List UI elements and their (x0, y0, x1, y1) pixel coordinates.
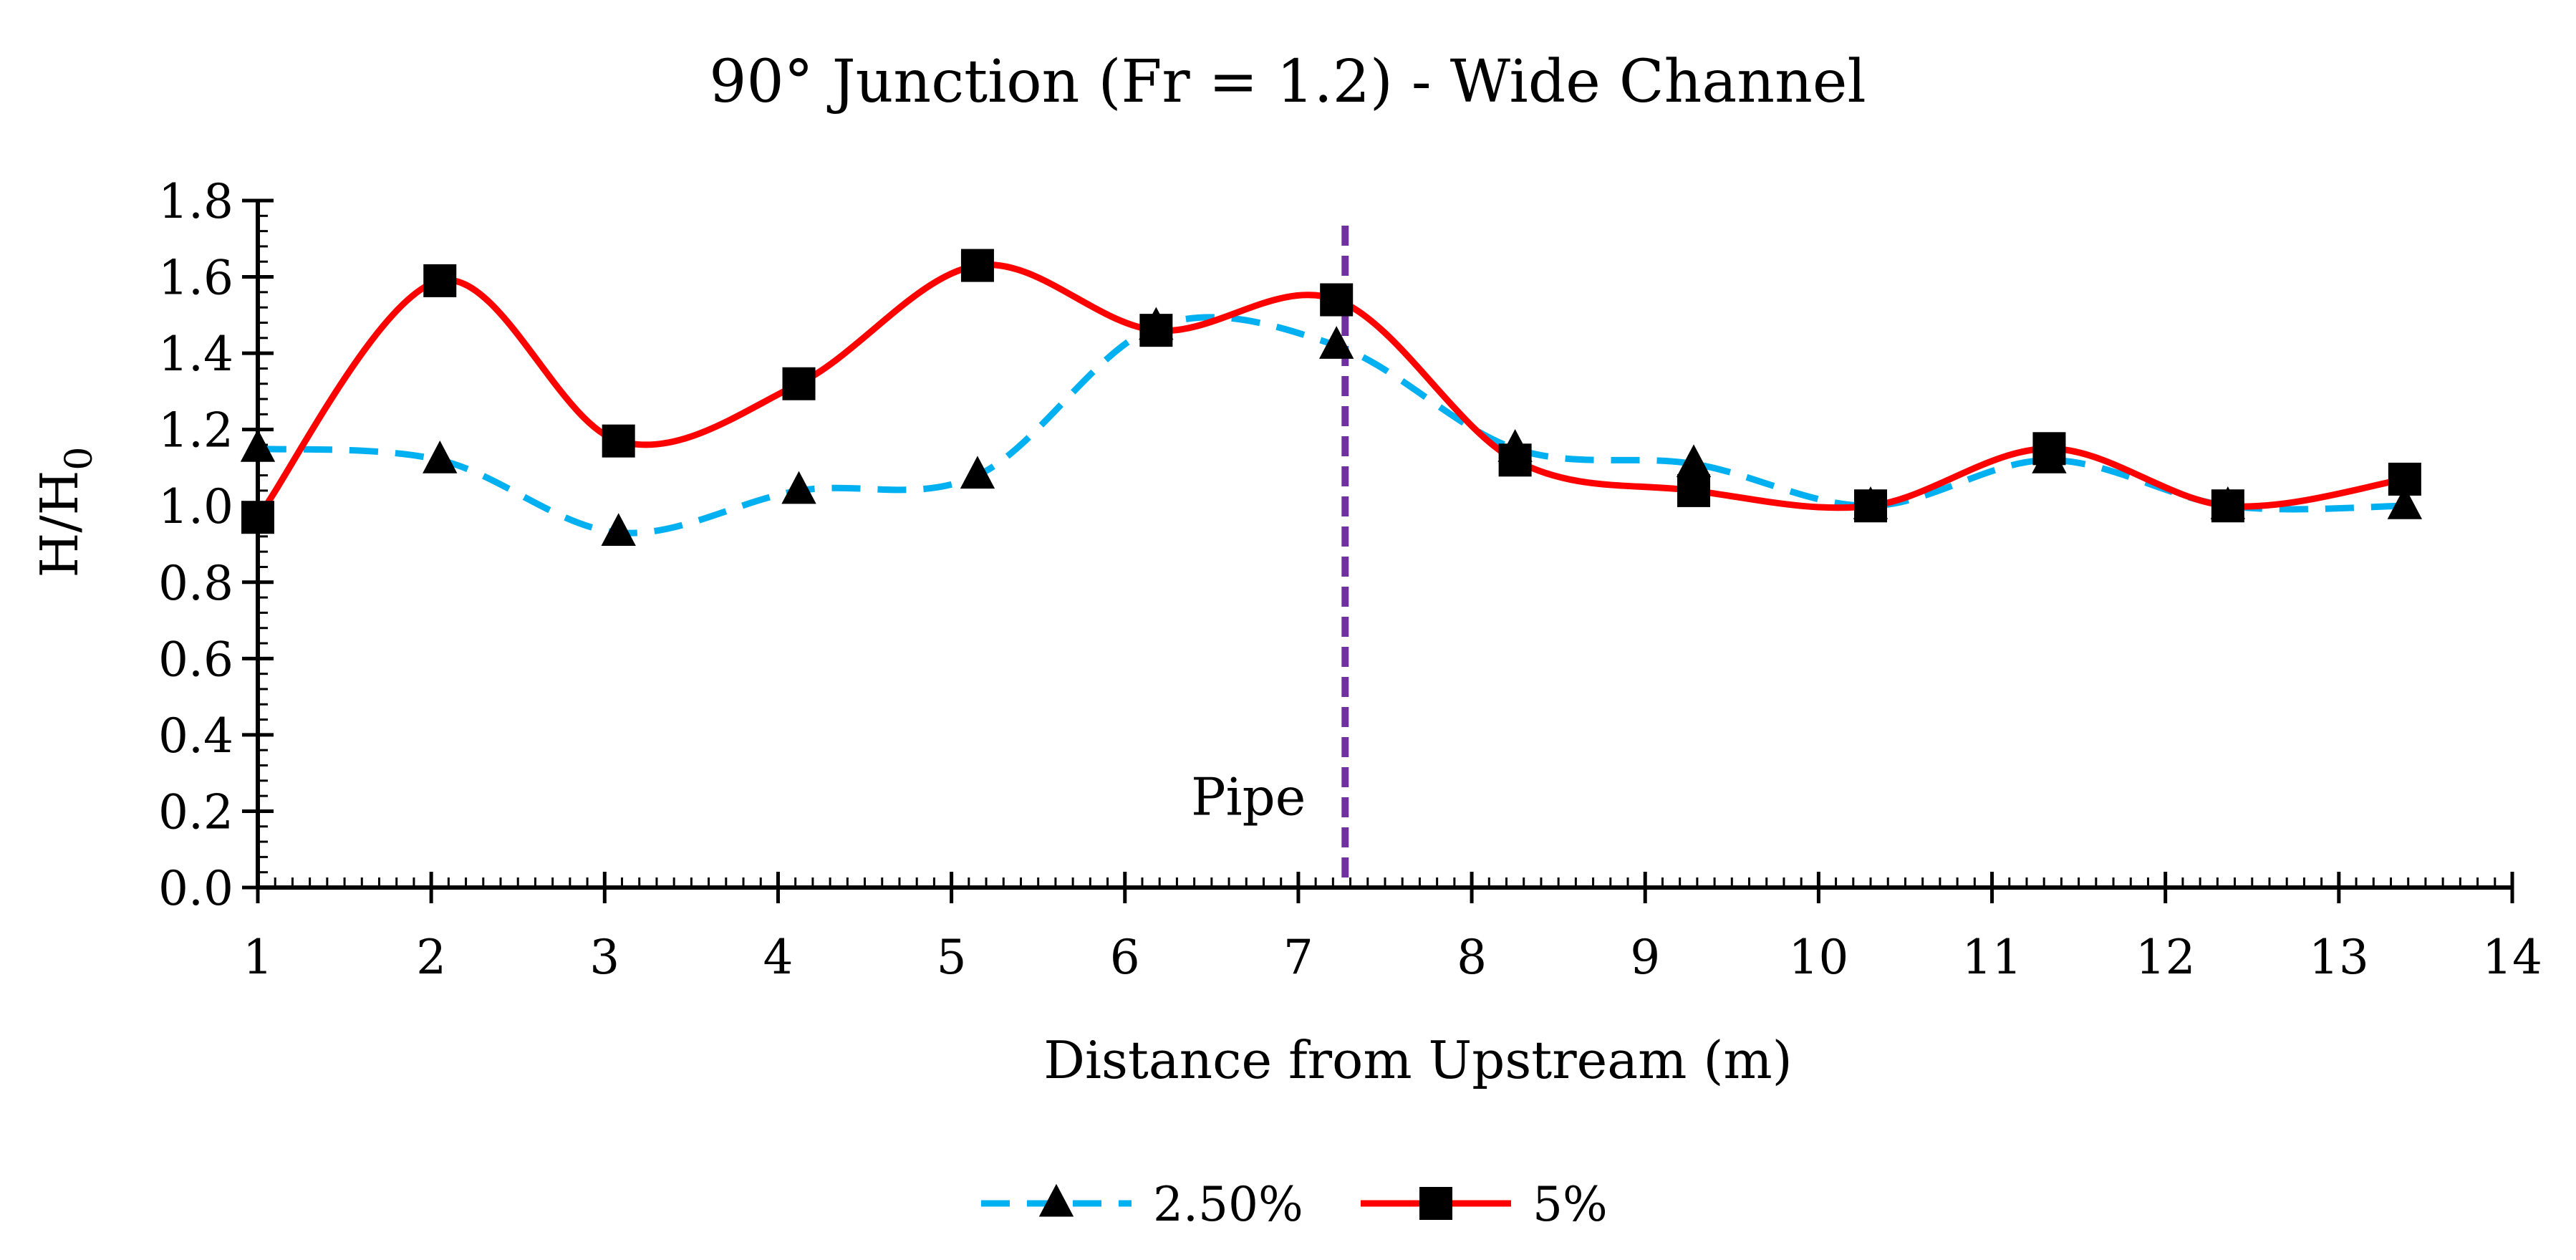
data-point (1498, 443, 1532, 477)
x-tick-label: 3 (589, 930, 619, 985)
x-tick-label: 8 (1457, 930, 1487, 985)
data-point (781, 471, 816, 504)
data-point (1676, 444, 1712, 478)
data-point (2032, 432, 2066, 466)
x-tick-label: 2 (416, 930, 446, 985)
series-line (255, 261, 2406, 519)
legend-label: 2.50% (1153, 1177, 1303, 1232)
axes: 0.00.20.40.60.81.01.21.41.61.81 2 3 4 5 6 7 8 9 1… (158, 174, 2542, 985)
legend-item: 2.50% (981, 1177, 1303, 1232)
x-tick-label: 5 (937, 930, 967, 985)
data-point (1320, 283, 1354, 317)
x-tick-label: 13 (2309, 930, 2369, 985)
data-point (1139, 314, 1173, 347)
data-point (960, 249, 994, 282)
y-tick-label: 1.6 (158, 251, 233, 306)
pipe-label: Pipe (1191, 766, 1306, 827)
data-point (960, 456, 995, 489)
legend: 2.50% 5% (981, 1177, 1608, 1232)
y-axis-title: H/H0 (29, 447, 101, 578)
series-low-slope (240, 307, 2423, 546)
x-tick-label: 10 (1788, 930, 1848, 985)
data-point (1677, 473, 1711, 507)
x-axis-title: Distance from Upstream (m) (1043, 1030, 1793, 1090)
y-tick-label: 0.2 (158, 784, 233, 840)
y-axis-title-subscript: 0 (58, 447, 101, 471)
data-point (423, 441, 458, 473)
x-tick-label: 14 (2482, 930, 2542, 985)
y-axis-title-group: H/H0 (29, 447, 101, 578)
legend-marker (1419, 1187, 1452, 1220)
y-tick-label: 1.2 (158, 403, 233, 458)
x-tick-label: 4 (763, 930, 793, 985)
legend-item: 5% (1361, 1177, 1608, 1232)
data-point (1318, 326, 1354, 359)
x-tick-label: 9 (1630, 930, 1660, 985)
chart-title: 90° Junction (Fr = 1.2) - Wide Channel (709, 48, 1866, 116)
data-point (2387, 486, 2423, 519)
data-point (601, 513, 636, 546)
data-point (240, 429, 276, 462)
data-point (602, 424, 635, 458)
x-tick-label: 7 (1283, 930, 1313, 985)
reference-line-group: Pipe (1191, 226, 1349, 888)
y-tick-label: 1.8 (158, 174, 233, 229)
y-tick-label: 1.0 (158, 479, 233, 534)
x-tick-label: 1 (243, 930, 273, 985)
x-tick-label: 12 (2136, 930, 2196, 985)
y-tick-label: 0.0 (158, 861, 233, 916)
y-tick-label: 0.4 (158, 708, 233, 764)
y-tick-label: 0.8 (158, 556, 233, 611)
y-tick-label: 0.6 (158, 632, 233, 687)
data-point (782, 367, 816, 400)
legend-marker (1038, 1183, 1074, 1217)
series-group (240, 249, 2423, 546)
data-point (2211, 489, 2244, 523)
y-tick-label: 1.4 (158, 327, 233, 382)
legend-label: 5% (1533, 1177, 1608, 1232)
data-point (423, 264, 457, 297)
series-high-slope (241, 249, 2421, 534)
data-point (2388, 462, 2421, 496)
data-point (241, 501, 274, 534)
data-point (1854, 489, 1888, 523)
x-tick-label: 11 (1962, 930, 2022, 985)
y-axis-title-main: H/H (29, 471, 90, 578)
x-tick-label: 6 (1110, 930, 1140, 985)
